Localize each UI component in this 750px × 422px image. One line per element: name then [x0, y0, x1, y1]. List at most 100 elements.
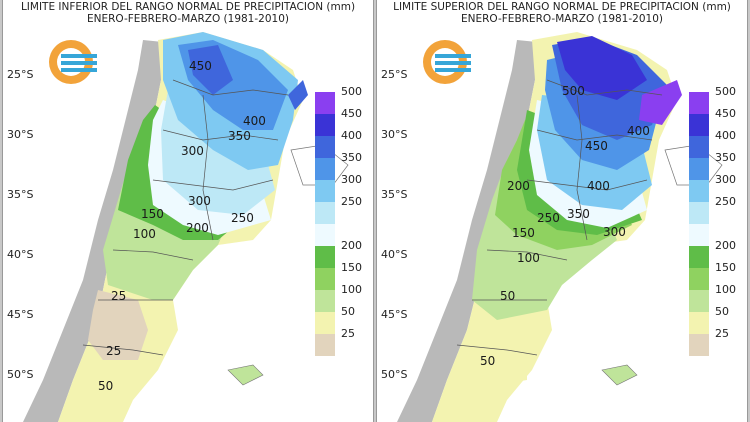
legend-label: 100 [341, 283, 362, 296]
zone-500 [639, 80, 682, 125]
legend-swatch [315, 202, 335, 224]
panel-subtitle: ENERO-FEBRERO-MARZO (1981-2010) [461, 13, 663, 25]
contour-label: 100 [133, 227, 156, 241]
contour-label: 25 [111, 289, 126, 303]
legend-item: 400 [689, 129, 747, 158]
legend-label: 50 [715, 305, 729, 318]
smn-logo [49, 40, 97, 84]
contour-label: 500 [562, 84, 585, 98]
legend-label: 400 [715, 129, 736, 142]
legend-item: 500 [315, 85, 373, 114]
contour-label: 50 [480, 354, 495, 368]
legend-item: 250 [315, 195, 373, 224]
panel-title: LIMITE SUPERIOR DEL RANGO NORMAL DE PREC… [393, 1, 731, 13]
contour-label: 25 [106, 344, 121, 358]
legend-label: 450 [715, 107, 736, 120]
contour-label: 350 [567, 207, 590, 221]
legend-swatch [689, 268, 709, 290]
smn-logo [423, 40, 471, 84]
contour-label: 300 [181, 144, 204, 158]
legend-swatch [689, 92, 709, 114]
panel-subtitle: ENERO-FEBRERO-MARZO (1981-2010) [87, 13, 289, 25]
lat-label: 40°S [7, 248, 34, 261]
legend-swatch [315, 290, 335, 312]
legend-item: 100 [315, 283, 373, 312]
islas-malvinas [601, 364, 638, 386]
lat-label: 30°S [381, 128, 408, 141]
legend-item: 250 [689, 195, 747, 224]
legend-swatch [315, 246, 335, 268]
legend-item: 50 [315, 305, 373, 334]
zone-450 [188, 45, 233, 95]
legend-item: 25 [689, 327, 747, 356]
contour-label: 250 [537, 211, 560, 225]
chile-relief [397, 40, 537, 422]
precipitation-map: 450 400 350 300 300 250 200 150 100 25 2… [23, 32, 349, 422]
legend-label: 300 [341, 173, 362, 186]
legend-swatch [689, 312, 709, 334]
contour-label: 450 [189, 59, 212, 73]
legend-label: 300 [715, 173, 736, 186]
contour-label: 250 [231, 211, 254, 225]
lat-label: 25°S [7, 68, 34, 81]
legend-swatch [315, 136, 335, 158]
legend-item: 200 [315, 239, 373, 268]
lat-label: 25°S [381, 68, 408, 81]
legend-label: 250 [715, 195, 736, 208]
legend-swatch [689, 114, 709, 136]
lat-label: 35°S [7, 188, 34, 201]
legend-item: 100 [689, 283, 747, 312]
legend-item: 350 [315, 151, 373, 180]
lat-label: 30°S [7, 128, 34, 141]
legend-label: 500 [715, 85, 736, 98]
legend-label: 50 [341, 305, 355, 318]
legend-swatch [689, 180, 709, 202]
legend-item: 25 [315, 327, 373, 356]
zone-misiones [288, 80, 308, 110]
contour-label: 350 [228, 129, 251, 143]
lat-label: 40°S [381, 248, 408, 261]
legend-item: 150 [689, 261, 747, 290]
legend-swatch [315, 114, 335, 136]
map-panel-upper-limit: LIMITE SUPERIOR DEL RANGO NORMAL DE PREC… [376, 0, 748, 422]
legend-swatch [315, 180, 335, 202]
legend-swatch [315, 268, 335, 290]
contour-labels: 500 400 450 400 350 300 250 200 150 100 … [480, 84, 650, 368]
lat-label: 35°S [381, 188, 408, 201]
province-borders [82, 79, 289, 356]
legend-item: 450 [315, 107, 373, 136]
legend-swatch [689, 224, 709, 246]
legend-label: 150 [341, 261, 362, 274]
contour-label: 300 [603, 225, 626, 239]
legend-label: 150 [715, 261, 736, 274]
contour-label: 150 [512, 226, 535, 240]
islas-malvinas [227, 364, 264, 386]
contour-label: 150 [141, 207, 164, 221]
legend-swatch [689, 334, 709, 356]
contour-label: 300 [188, 194, 211, 208]
legend-label: 25 [341, 327, 355, 340]
chile-relief [23, 40, 163, 422]
legend-item: 300 [315, 173, 373, 202]
legend-item: 200 [689, 239, 747, 268]
legend-item: 500 [689, 85, 747, 114]
precipitation-map: 500 400 450 400 350 300 250 200 150 100 … [397, 32, 723, 422]
legend-swatch [689, 202, 709, 224]
legend-item: 350 [689, 151, 747, 180]
legend-item: 450 [689, 107, 747, 136]
legend-item: 50 [689, 305, 747, 334]
legend-swatch [315, 158, 335, 180]
legend-label: 400 [341, 129, 362, 142]
zone-450 [557, 36, 647, 100]
contour-label: 450 [585, 139, 608, 153]
lat-label: 50°S [381, 368, 408, 381]
legend-label: 250 [341, 195, 362, 208]
map-panel-lower-limit: LIMITE INFERIOR DEL RANGO NORMAL DE PREC… [2, 0, 374, 422]
legend-item [689, 224, 747, 246]
legend-item: 150 [315, 261, 373, 290]
contour-label: 200 [507, 179, 530, 193]
legend-label: 450 [341, 107, 362, 120]
contour-label: 50 [500, 289, 515, 303]
legend-label: 350 [715, 151, 736, 164]
legend-swatch [315, 92, 335, 114]
